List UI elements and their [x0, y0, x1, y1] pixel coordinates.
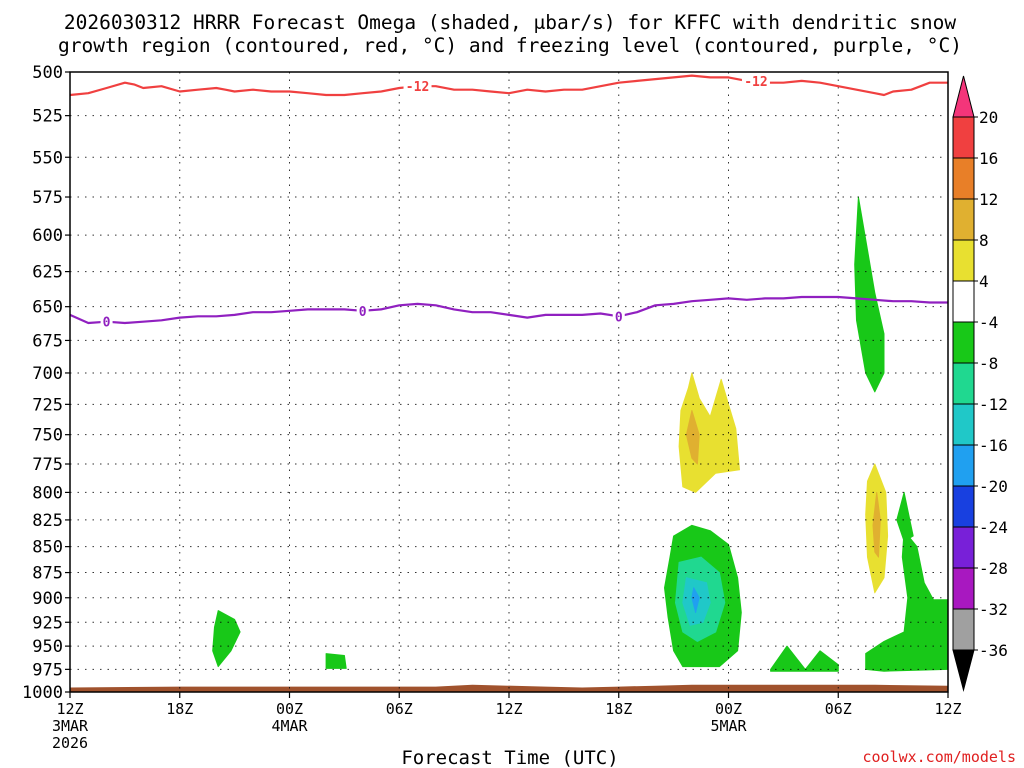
omega-shaded-regions	[213, 197, 948, 671]
contour-label-0-0: -12	[406, 80, 429, 95]
colorbar-label-5: -4	[979, 313, 998, 332]
colorbar-label-11: -28	[979, 559, 1008, 578]
colorbar-cell-10	[953, 486, 974, 527]
x-tick-label-12: 00Z	[276, 700, 303, 718]
x-tick-date-36: 5MAR	[710, 717, 747, 735]
grid-lines	[70, 72, 948, 692]
y-tick-label-525: 525	[32, 107, 63, 127]
colorbar-cell-7	[953, 363, 974, 404]
omega-region-9	[897, 492, 913, 541]
y-tick-label-775: 775	[32, 455, 63, 475]
colorbar-cell-6	[953, 322, 974, 363]
omega-region-7	[855, 197, 884, 392]
y-tick-label-800: 800	[32, 483, 63, 503]
y-tick-label-850: 850	[32, 538, 63, 558]
contour-label-1-1: 0	[359, 305, 367, 320]
omega-region-6	[771, 646, 839, 671]
colorbar-cell-13	[953, 609, 974, 650]
colorbar-label-9: -20	[979, 477, 1008, 496]
x-tick-date-0: 3MAR	[52, 717, 89, 735]
omega-cross-section-chart: 2026030312 HRRR Forecast Omega (shaded, …	[0, 0, 1024, 768]
y-tick-label-500: 500	[32, 63, 63, 83]
x-tick-year-0: 2026	[52, 734, 88, 752]
colorbar-label-6: -8	[979, 354, 998, 373]
colorbar-label-10: -24	[979, 518, 1008, 537]
contour-lines: -12 -12 0 0 0	[70, 74, 948, 331]
x-tick-label-6: 18Z	[166, 700, 193, 718]
colorbar-label-4: 4	[979, 272, 989, 291]
y-tick-label-975: 975	[32, 660, 63, 680]
colorbar-cell-1	[953, 117, 974, 158]
x-tick-label-18: 06Z	[386, 700, 413, 718]
omega-region-1	[326, 654, 346, 669]
y-axis: 500 525 550 575 600 625 650 675 700 725 750 775 800 8…	[22, 63, 70, 703]
y-tick-label-700: 700	[32, 364, 63, 384]
colorbar-label-2: 12	[979, 190, 998, 209]
colorbar-label-12: -32	[979, 600, 1008, 619]
credit-text: coolwx.com/models	[862, 748, 1016, 766]
y-tick-label-750: 750	[32, 426, 63, 446]
x-tick-date-12: 4MAR	[271, 717, 308, 735]
colorbar-label-0: 20	[979, 108, 998, 127]
colorbar-cell-12	[953, 568, 974, 609]
colorbar-label-13: -36	[979, 641, 1008, 660]
x-tick-label-24: 12Z	[495, 700, 522, 718]
colorbar-label-1: 16	[979, 149, 998, 168]
colorbar-cell-9	[953, 445, 974, 486]
colorbar-cell-11	[953, 527, 974, 568]
colorbar-arrow-top	[953, 76, 974, 117]
colorbar: 20 16 12 8 4 -4 -8 -12 -16 -20 -24 -28 -32 -36	[953, 76, 1008, 690]
colorbar-cell-8	[953, 404, 974, 445]
colorbar-cell-5	[953, 281, 974, 322]
contour-label-0-1: -12	[744, 75, 767, 90]
y-tick-label-625: 625	[32, 263, 63, 283]
y-tick-label-675: 675	[32, 331, 63, 351]
colorbar-cell-3	[953, 199, 974, 240]
x-tick-label-0: 12Z	[56, 700, 83, 718]
y-tick-label-875: 875	[32, 564, 63, 584]
colorbar-cell-4	[953, 240, 974, 281]
colorbar-label-7: -12	[979, 395, 1008, 414]
y-tick-label-650: 650	[32, 298, 63, 318]
y-tick-label-600: 600	[32, 226, 63, 246]
colorbar-label-3: 8	[979, 231, 989, 250]
x-tick-label-42: 06Z	[825, 700, 852, 718]
colorbar-cell-2	[953, 158, 974, 199]
plot-frame	[70, 72, 948, 692]
contour-line-0	[70, 76, 948, 95]
contour-line-1	[70, 297, 948, 323]
y-tick-label-725: 725	[32, 395, 63, 415]
x-axis-label: Forecast Time (UTC)	[401, 747, 618, 768]
contour-label-1-0: 0	[103, 316, 111, 331]
colorbar-arrow-bottom	[953, 650, 974, 690]
y-tick-label-825: 825	[32, 511, 63, 531]
x-tick-label-30: 18Z	[605, 700, 632, 718]
chart-title-line1: 2026030312 HRRR Forecast Omega (shaded, …	[64, 11, 956, 34]
y-tick-label-900: 900	[32, 589, 63, 609]
x-tick-label-48: 12Z	[934, 700, 961, 718]
omega-region-0	[213, 611, 240, 667]
colorbar-label-8: -16	[979, 436, 1008, 455]
y-tick-label-575: 575	[32, 188, 63, 208]
contour-label-1-2: 0	[615, 310, 623, 325]
x-tick-label-36: 00Z	[715, 700, 742, 718]
chart-title-line2: growth region (contoured, red, °C) and f…	[58, 34, 962, 57]
y-tick-label-550: 550	[32, 148, 63, 168]
y-tick-label-925: 925	[32, 613, 63, 633]
y-tick-label-950: 950	[32, 637, 63, 657]
